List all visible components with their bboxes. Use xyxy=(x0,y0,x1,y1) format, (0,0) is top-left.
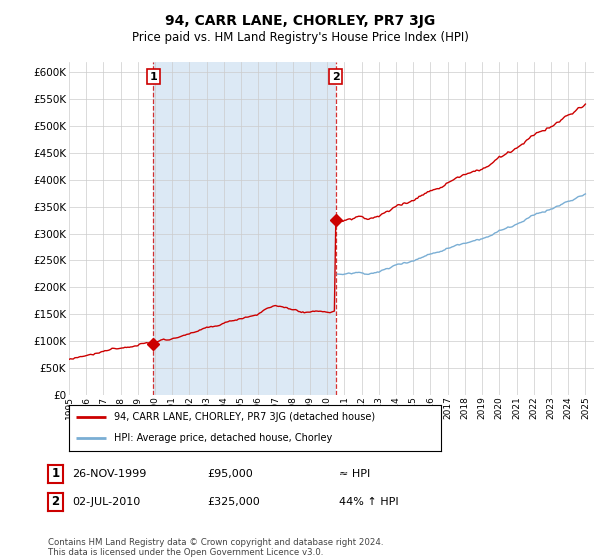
Text: ≈ HPI: ≈ HPI xyxy=(339,469,370,479)
Text: 94, CARR LANE, CHORLEY, PR7 3JG: 94, CARR LANE, CHORLEY, PR7 3JG xyxy=(165,14,435,28)
Bar xyxy=(154,62,336,395)
Text: Contains HM Land Registry data © Crown copyright and database right 2024.
This d: Contains HM Land Registry data © Crown c… xyxy=(48,538,383,557)
Text: Price paid vs. HM Land Registry's House Price Index (HPI): Price paid vs. HM Land Registry's House … xyxy=(131,31,469,44)
Text: 02-JUL-2010: 02-JUL-2010 xyxy=(72,497,140,507)
Text: 1: 1 xyxy=(52,467,59,480)
Text: £95,000: £95,000 xyxy=(207,469,253,479)
Text: 94, CARR LANE, CHORLEY, PR7 3JG (detached house): 94, CARR LANE, CHORLEY, PR7 3JG (detache… xyxy=(113,412,375,422)
Text: 1: 1 xyxy=(149,72,157,82)
Text: 2: 2 xyxy=(52,495,59,508)
Text: 26-NOV-1999: 26-NOV-1999 xyxy=(72,469,146,479)
Text: 2: 2 xyxy=(332,72,340,82)
Text: £325,000: £325,000 xyxy=(207,497,260,507)
Text: HPI: Average price, detached house, Chorley: HPI: Average price, detached house, Chor… xyxy=(113,433,332,444)
Text: 44% ↑ HPI: 44% ↑ HPI xyxy=(339,497,398,507)
